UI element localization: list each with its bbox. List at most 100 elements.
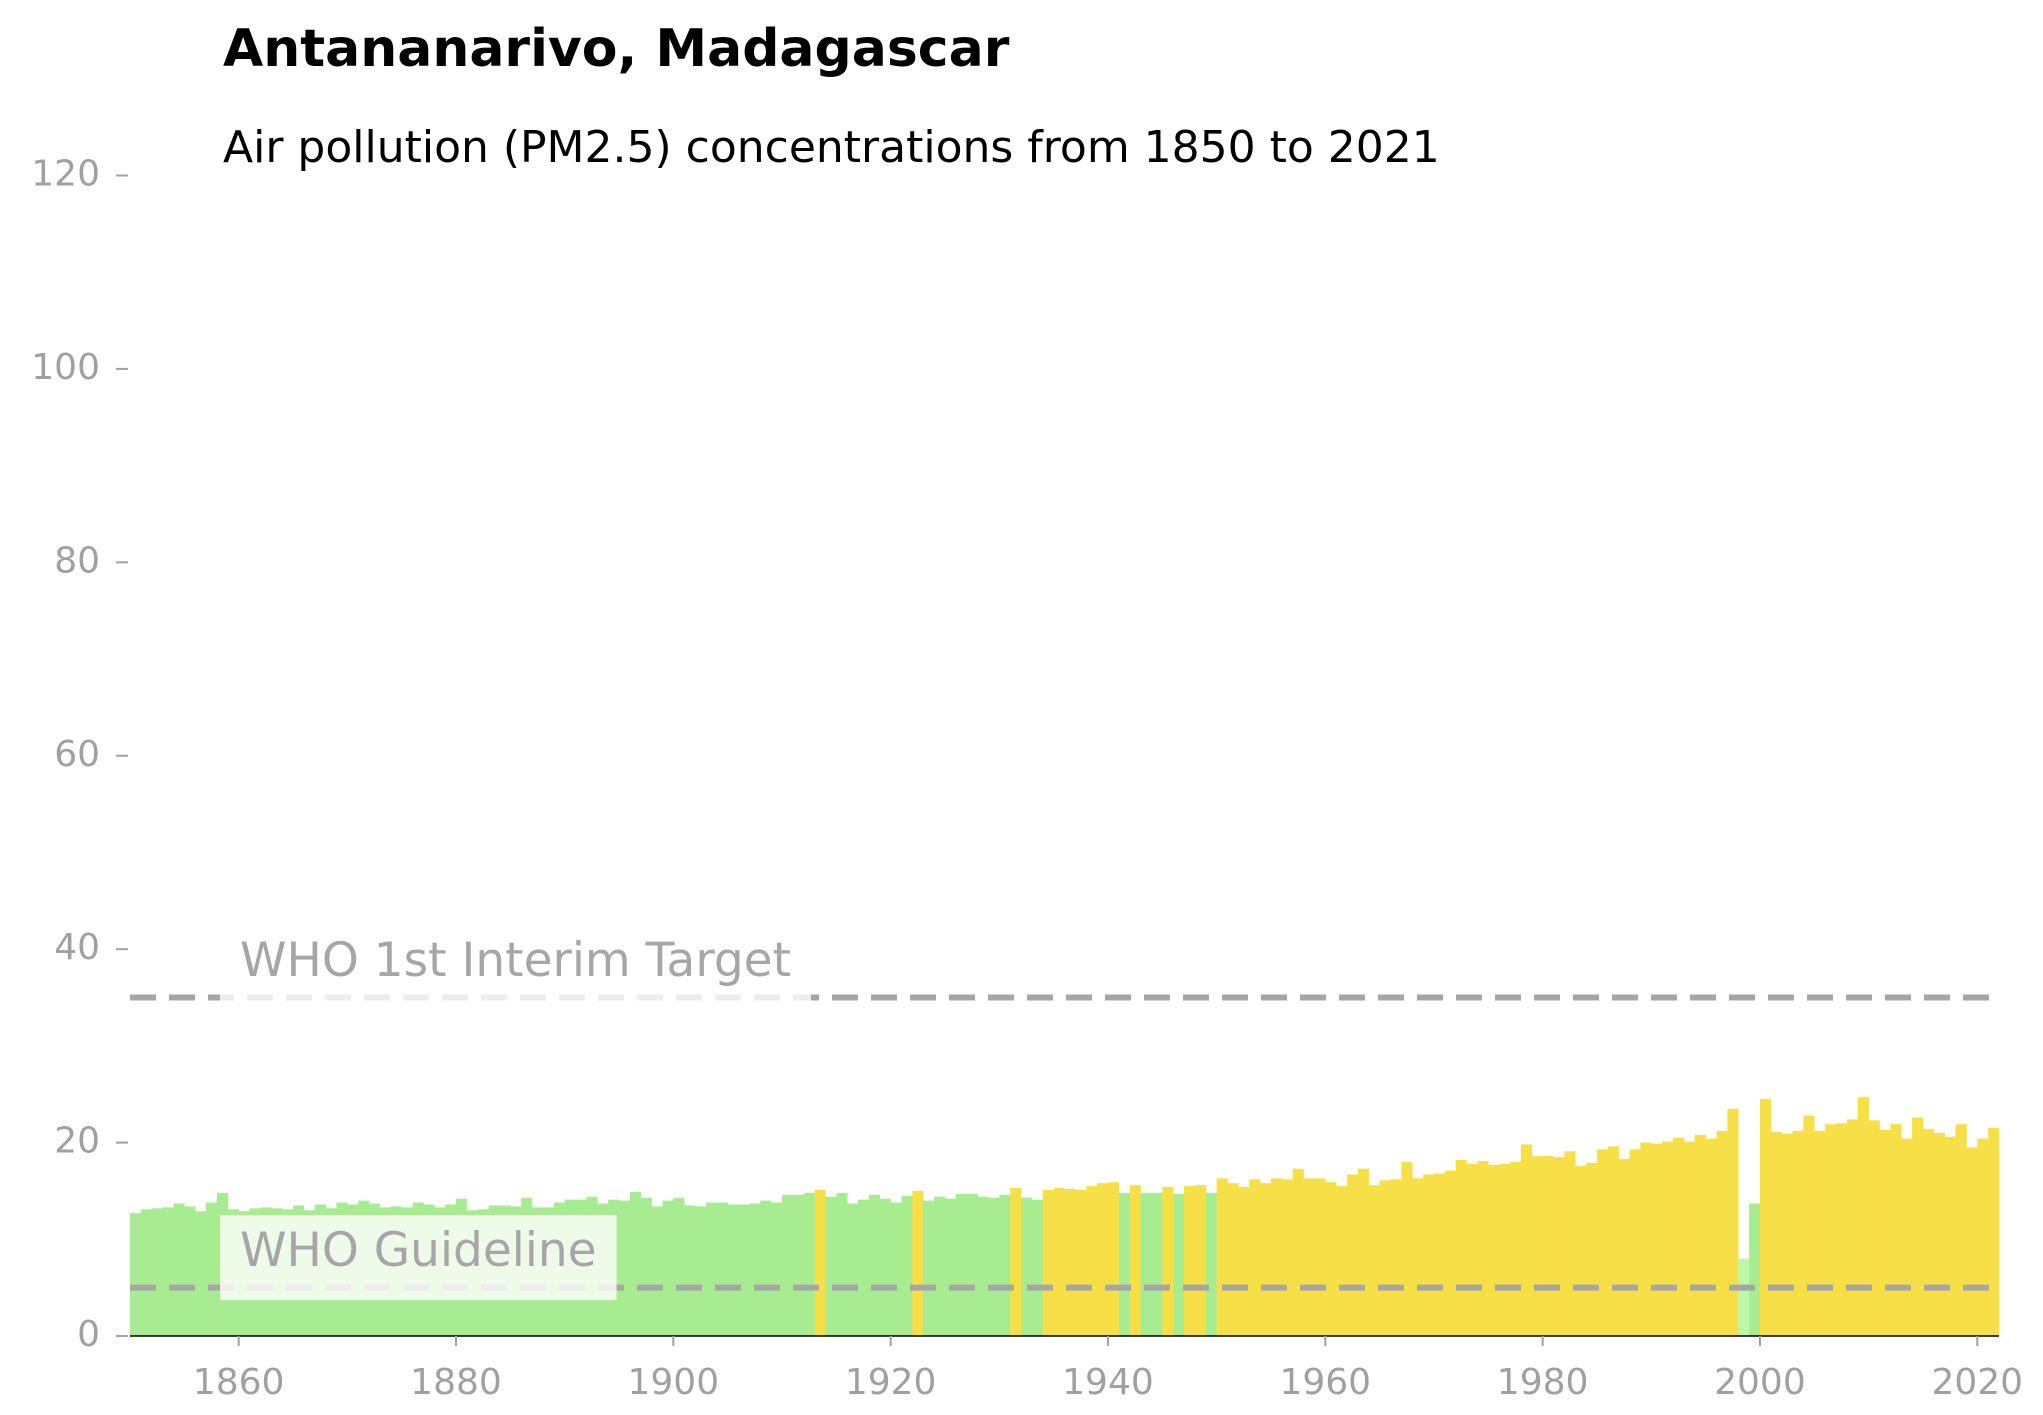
bar (999, 1194, 1011, 1336)
bar (705, 1202, 718, 1336)
bar (858, 1199, 870, 1336)
bar (716, 1202, 728, 1336)
bar (1596, 1149, 1609, 1336)
bar (1520, 1144, 1533, 1336)
bar (1184, 1186, 1196, 1336)
bar (1173, 1193, 1185, 1336)
bar (1455, 1159, 1467, 1336)
bar (1770, 1131, 1782, 1336)
bar (966, 1193, 978, 1336)
bar (1879, 1130, 1891, 1336)
bar (1336, 1186, 1348, 1336)
x-tick-label: 2020 (1931, 1362, 2023, 1403)
bar (814, 1189, 826, 1336)
bar (651, 1206, 663, 1336)
x-tick-label: 1980 (1497, 1362, 1589, 1403)
bar (1966, 1147, 1978, 1336)
bar (912, 1190, 924, 1336)
bar (1433, 1173, 1446, 1336)
bar (1901, 1138, 1913, 1336)
bar (890, 1202, 902, 1336)
bar (173, 1203, 185, 1336)
bar (1553, 1157, 1565, 1336)
bar (1249, 1179, 1261, 1336)
y-tick-label: 100 (31, 347, 100, 388)
bar (1912, 1117, 1924, 1336)
bar (1868, 1120, 1880, 1336)
bar (955, 1193, 968, 1336)
bar (1607, 1146, 1619, 1336)
bar (629, 1191, 642, 1336)
y-tick-label: 120 (31, 154, 100, 195)
bar (879, 1198, 891, 1336)
bar (1042, 1189, 1054, 1336)
bar (1086, 1186, 1098, 1336)
reference-label: WHO Guideline (240, 1223, 597, 1278)
bar (836, 1192, 848, 1336)
bar (803, 1192, 815, 1336)
bar (1673, 1137, 1685, 1336)
bar (1629, 1149, 1641, 1336)
bar (1727, 1108, 1739, 1336)
bar (1129, 1185, 1141, 1336)
bar (151, 1208, 163, 1336)
bar (1683, 1141, 1696, 1336)
bar (1488, 1164, 1500, 1336)
bar (1705, 1138, 1717, 1336)
bar (1857, 1097, 1869, 1336)
bar (727, 1204, 739, 1336)
bar (1564, 1151, 1576, 1336)
bar (1477, 1160, 1489, 1336)
bar (640, 1197, 652, 1336)
bar (1368, 1185, 1380, 1336)
bar (1151, 1192, 1163, 1336)
bar (1118, 1192, 1130, 1336)
bar (1716, 1130, 1728, 1336)
bar (695, 1206, 707, 1336)
bar (1542, 1156, 1554, 1336)
bar (1064, 1189, 1076, 1336)
bar (162, 1207, 174, 1336)
y-tick-label: 60 (54, 734, 100, 775)
bar (1325, 1182, 1337, 1336)
bar (684, 1205, 696, 1336)
bar (1890, 1124, 1902, 1336)
bar (618, 1200, 631, 1336)
bar (1227, 1183, 1239, 1336)
bar (140, 1209, 153, 1336)
bar (1531, 1156, 1543, 1336)
bar (1922, 1129, 1935, 1336)
bar (1955, 1124, 1967, 1336)
bar (195, 1211, 207, 1336)
bar (1759, 1099, 1772, 1336)
x-tick-label: 1860 (193, 1362, 285, 1403)
bar (1412, 1178, 1424, 1336)
bar (1977, 1138, 1989, 1336)
bar (1618, 1159, 1630, 1336)
bar (1347, 1174, 1359, 1336)
bar (1270, 1178, 1283, 1336)
bar (1314, 1178, 1326, 1336)
bar (1988, 1128, 2000, 1336)
bar (1749, 1203, 1761, 1336)
bar (1792, 1130, 1804, 1336)
bar (184, 1206, 196, 1336)
reference-label: WHO 1st Interim Target (240, 933, 791, 988)
bar (1075, 1189, 1087, 1336)
bar (1499, 1163, 1511, 1336)
bar (868, 1194, 881, 1336)
bar (1357, 1168, 1370, 1336)
x-tick-label: 1940 (1062, 1362, 1154, 1403)
bar (944, 1198, 957, 1336)
bar (771, 1202, 783, 1336)
bar (1933, 1132, 1945, 1336)
bar (1640, 1142, 1652, 1336)
bar (1846, 1119, 1859, 1336)
bar (1738, 1258, 1750, 1336)
bar (1053, 1188, 1065, 1336)
bar (1586, 1162, 1598, 1336)
bar (1021, 1197, 1033, 1336)
bar (760, 1200, 772, 1336)
y-tick-label: 80 (54, 540, 100, 581)
y-tick-label: 0 (77, 1314, 100, 1355)
